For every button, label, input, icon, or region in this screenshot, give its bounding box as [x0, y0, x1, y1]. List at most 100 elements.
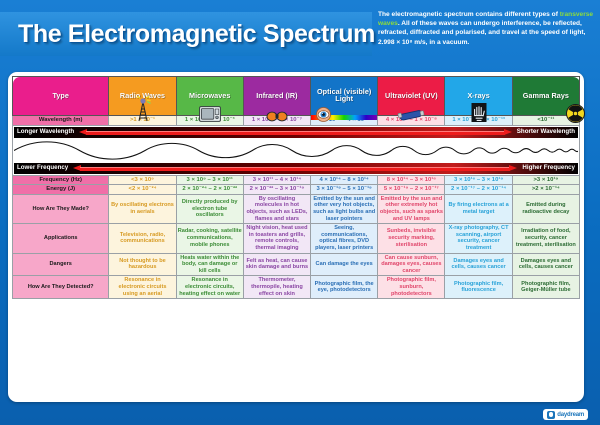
- table-row-wave-diagram: Longer Wavelength Shorter Wavelength: [12, 124, 580, 176]
- cell-energy-optical: 3 × 10⁻¹⁹ – 5 × 10⁻¹⁹: [310, 184, 379, 195]
- arrow-head-right: [509, 164, 518, 171]
- type-cell-xrays: X-rays: [444, 76, 513, 122]
- aerial-icon: [136, 96, 151, 122]
- spectrum-table: Type Radio Waves Microwaves: [11, 76, 585, 300]
- arrow-shaft: [86, 130, 505, 135]
- night-vision-goggles-icon: [266, 111, 288, 122]
- cell-frequency-infrared: 3 × 10¹¹ – 4 × 10¹⁴: [242, 174, 312, 186]
- table-row-frequency: Frequency (Hz) <3 × 10⁹ 3 × 10⁹ – 3 × 10…: [11, 174, 581, 186]
- arrow-head-left: [73, 164, 82, 171]
- intro-text-part1: The electromagnetic spectrum contains di…: [378, 11, 560, 18]
- intro-paragraph: The electromagnetic spectrum contains di…: [378, 10, 594, 47]
- type-label-xrays: X-rays: [467, 90, 490, 100]
- cell-frequency-xrays: 3 × 10¹⁶ – 3 × 10¹⁹: [444, 174, 513, 186]
- table-row-wavelength: Wavelength (m) >1 × 10⁻¹ 1 × 10⁻¹ – 1 × …: [11, 115, 581, 126]
- cell-how-made-ultraviolet: Emitted by the sun and other extremely h…: [377, 193, 446, 225]
- row-label-frequency: Frequency (Hz): [11, 174, 110, 186]
- label-longer-wavelength: Longer Wavelength: [17, 127, 75, 135]
- type-label-gamma: Gamma Rays: [522, 90, 569, 100]
- intro-text-part2: . All of these waves can undergo interfe…: [378, 20, 586, 46]
- uv-lamp-tube-icon: [398, 110, 425, 121]
- cell-how-detected-radio: Resonance in electronic circuits using a…: [108, 275, 177, 300]
- cell-how-detected-gamma: Photographic film, Geiger-Müller tube: [511, 275, 581, 300]
- type-label-infrared: Infrared (IR): [256, 90, 298, 100]
- cell-dangers-microwaves: Heats water within the body, can damage …: [175, 252, 244, 277]
- poster-footer: daydream: [0, 402, 600, 425]
- wavelength-arrow-bar: Longer Wavelength Shorter Wavelength: [14, 126, 578, 138]
- cell-dangers-radio: Not thought to be hazardous: [108, 252, 177, 277]
- type-label-ultraviolet: Ultraviolet (UV): [385, 90, 438, 100]
- cell-energy-microwaves: 2 × 10⁻²⁴ – 2 × 10⁻²²: [175, 184, 244, 195]
- cell-dangers-optical: Can damage the eyes: [310, 252, 379, 277]
- table-row-how-made: How Are They Made? By oscillating electr…: [11, 193, 581, 225]
- brand-name: daydream: [557, 411, 584, 418]
- arrow-head-right: [503, 128, 512, 135]
- row-label-how-made: How Are They Made?: [11, 193, 110, 225]
- cell-energy-xrays: 2 × 10⁻¹⁷ – 2 × 10⁻¹⁴: [444, 184, 513, 195]
- cell-frequency-radio: <3 × 10⁹: [108, 174, 177, 186]
- poster-header: The Electromagnetic Spectrum The electro…: [0, 0, 600, 72]
- page-title: The Electromagnetic Spectrum: [18, 19, 375, 48]
- type-cell-optical: Optical (visible) Light: [310, 76, 379, 122]
- type-row-label: Type: [11, 76, 110, 116]
- cell-applications-optical: Seeing, communications, optical fibres, …: [310, 223, 379, 254]
- row-label-dangers: Dangers: [11, 252, 110, 277]
- cell-how-made-radio: By oscillating electrons in aerials: [108, 193, 177, 225]
- arrow-head-left: [79, 128, 88, 135]
- cell-applications-xrays: X-ray photography, CT scanning, airport …: [444, 223, 513, 254]
- table-row-energy: Energy (J) <2 × 10⁻²⁴ 2 × 10⁻²⁴ – 2 × 10…: [11, 184, 581, 195]
- frequency-double-arrow: [73, 164, 518, 171]
- cell-applications-ultraviolet: Sunbeds, invisible security marking, ste…: [377, 223, 446, 254]
- spectrum-table-panel: Type Radio Waves Microwaves: [8, 72, 585, 402]
- wave-diagram-cell: Longer Wavelength Shorter Wavelength: [12, 124, 580, 176]
- type-cell-ultraviolet: Ultraviolet (UV): [377, 76, 446, 121]
- sine-wave-graphic: [14, 137, 578, 163]
- row-label-applications: Applications: [11, 223, 110, 254]
- cell-applications-gamma: Irradiation of food, security, cancer tr…: [511, 223, 581, 254]
- cell-how-detected-ultraviolet: Photographic film, sunburn, photodetecto…: [377, 275, 446, 300]
- cell-applications-infrared: Night vision, heat used in toasters and …: [242, 223, 312, 254]
- cell-how-detected-xrays: Photographic film, fluorescence: [444, 275, 513, 300]
- table-row-applications: Applications Television, radio, communic…: [11, 223, 581, 254]
- label-higher-frequency: Higher Frequency: [522, 163, 575, 171]
- xray-hand-icon: [471, 103, 487, 122]
- type-label-microwaves: Microwaves: [189, 90, 231, 100]
- cell-how-made-gamma: Emitted during radioactive decay: [511, 193, 581, 225]
- label-lower-frequency: Lower Frequency: [17, 163, 69, 171]
- title-band: The Electromagnetic Spectrum: [0, 12, 375, 56]
- eye-icon: [316, 107, 331, 122]
- cell-how-detected-microwaves: Resonance in electronic circuits, heatin…: [175, 275, 244, 300]
- cell-how-made-microwaves: Directly produced by electron tube oscil…: [175, 193, 244, 225]
- cell-applications-radio: Television, radio, communications: [108, 223, 177, 254]
- cell-energy-infrared: 2 × 10⁻²² – 3 × 10⁻¹⁹: [242, 184, 312, 195]
- cell-frequency-optical: 4 × 10¹⁴ – 8 × 10¹⁴: [310, 174, 379, 186]
- table-row-how-detected: How Are They Detected? Resonance in elec…: [11, 275, 581, 300]
- cell-how-made-optical: Emitted by the sun and other very hot ob…: [310, 193, 379, 225]
- cell-how-made-xrays: By firing electrons at a metal target: [444, 193, 513, 225]
- cell-energy-radio: <2 × 10⁻²⁴: [108, 184, 177, 195]
- row-label-wavelength: Wavelength (m): [11, 115, 110, 126]
- cell-dangers-ultraviolet: Can cause sunburn, damages eyes, causes …: [377, 252, 446, 277]
- type-label-optical: Optical (visible) Light: [316, 87, 372, 103]
- wavelength-double-arrow: [79, 128, 512, 135]
- type-cell-gamma-rays: Gamma Rays: [511, 76, 585, 123]
- cell-how-detected-optical: Photographic film, the eye, photodetecto…: [310, 275, 379, 300]
- cell-how-detected-infrared: Thermometer, thermopile, heating effect …: [242, 275, 312, 300]
- type-cell-microwaves: Microwaves: [175, 76, 244, 122]
- cell-energy-gamma: >2 × 10⁻¹⁴: [511, 184, 581, 195]
- brand-logo: daydream: [543, 409, 588, 420]
- row-label-energy: Energy (J): [11, 184, 110, 195]
- intro-highlight: transverse waves: [378, 11, 594, 28]
- cell-applications-microwaves: Radar, cooking, satellite communications…: [175, 223, 244, 254]
- cell-frequency-gamma: >3 × 10¹⁹: [511, 174, 581, 186]
- frequency-arrow-bar: Lower Frequency Higher Frequency: [14, 162, 578, 174]
- type-cell-radio-waves: Radio Waves: [108, 76, 177, 122]
- radiation-hazard-icon: [566, 104, 585, 123]
- cell-dangers-infrared: Felt as heat, can cause skin damage and …: [242, 252, 312, 277]
- wave-diagram: Longer Wavelength Shorter Wavelength: [14, 126, 578, 174]
- microwave-oven-icon: [198, 106, 221, 122]
- row-label-how-detected: How Are They Detected?: [11, 275, 110, 300]
- cell-frequency-ultraviolet: 8 × 10¹⁴ – 3 × 10¹⁶: [377, 174, 446, 186]
- label-shorter-wavelength: Shorter Wavelength: [516, 127, 575, 135]
